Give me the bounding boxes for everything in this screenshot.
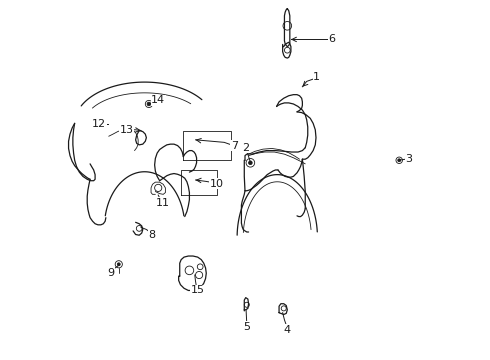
- Text: 5: 5: [244, 322, 250, 332]
- Text: 2: 2: [243, 143, 249, 153]
- Text: 14: 14: [151, 95, 165, 105]
- Circle shape: [147, 102, 151, 106]
- Text: 12: 12: [92, 120, 106, 129]
- Text: 13: 13: [120, 125, 134, 135]
- Circle shape: [398, 159, 401, 162]
- Text: 7: 7: [231, 141, 238, 151]
- Text: 1: 1: [313, 72, 320, 82]
- Circle shape: [248, 161, 252, 165]
- Text: 6: 6: [328, 35, 335, 44]
- Text: 15: 15: [191, 285, 205, 296]
- Text: 3: 3: [405, 154, 413, 164]
- Circle shape: [117, 263, 120, 266]
- Text: 11: 11: [155, 198, 170, 208]
- Text: 10: 10: [210, 179, 224, 189]
- Text: 4: 4: [283, 325, 291, 335]
- Text: 8: 8: [148, 230, 155, 239]
- Text: 9: 9: [107, 267, 114, 278]
